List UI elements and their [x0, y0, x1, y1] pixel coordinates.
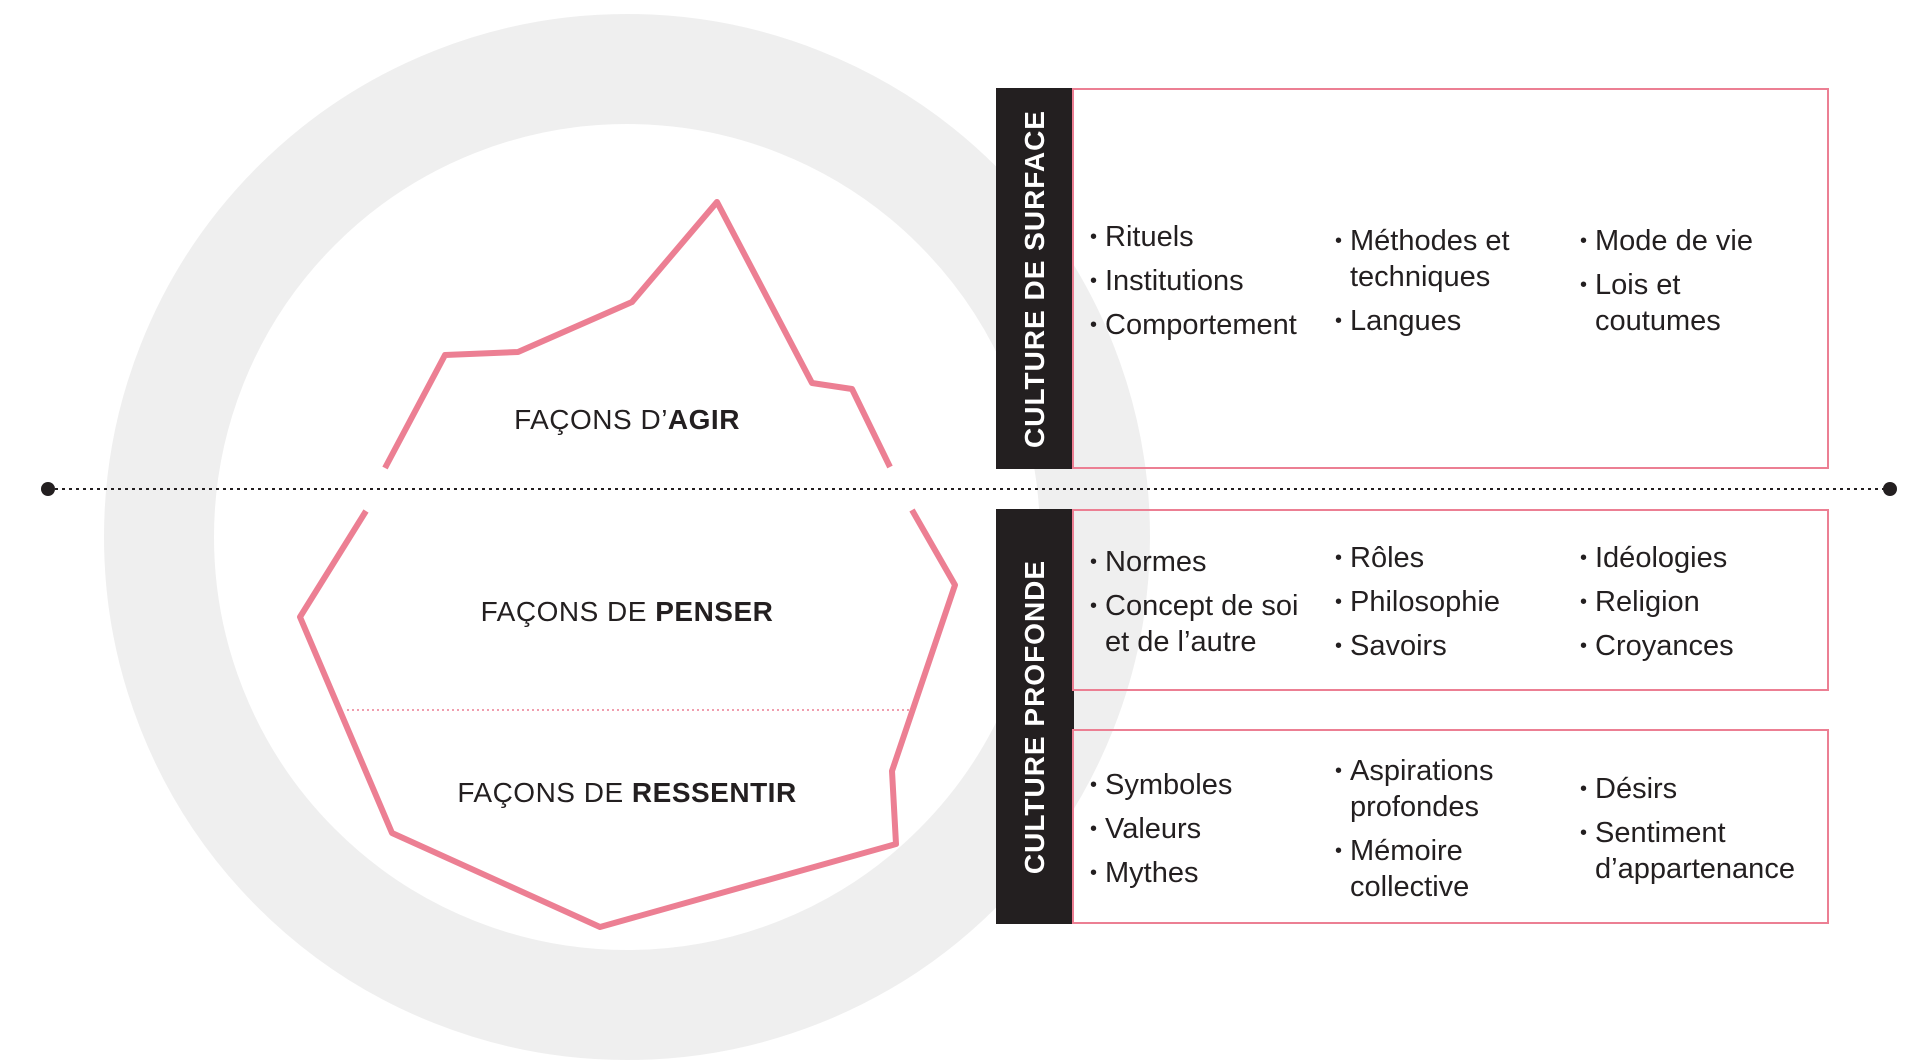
- label-facons-ressentir: FAÇONS DE RESSENTIR: [277, 777, 977, 809]
- iceberg-body-outline: [297, 508, 958, 930]
- iceberg-tip-outline: [382, 199, 893, 470]
- list-item: Rituels: [1090, 219, 1322, 255]
- label-facons-penser: FAÇONS DE PENSER: [277, 596, 977, 628]
- surface-band-label: CULTURE DE SURFACE: [1019, 109, 1050, 448]
- list-item: Méthodes et techniques: [1335, 223, 1545, 295]
- list-item: Savoirs: [1335, 628, 1545, 664]
- list-item: Aspirations profondes: [1335, 753, 1545, 825]
- profonde-bottom-box: [1072, 729, 1829, 924]
- profonde-band-label: CULTURE PROFONDE: [1019, 559, 1050, 874]
- profonde-top-box: [1072, 509, 1829, 691]
- list-item: Langues: [1335, 303, 1545, 339]
- profonde-band: CULTURE PROFONDE: [996, 509, 1074, 924]
- profonde-bottom-col-1: Symboles Valeurs Mythes: [1090, 767, 1322, 899]
- surface-box: [1072, 88, 1829, 469]
- background-ring: [104, 14, 1150, 1060]
- list-item: Religion: [1580, 584, 1810, 620]
- list-item: Philosophie: [1335, 584, 1545, 620]
- list-item: Comportement: [1090, 307, 1322, 343]
- profonde-bottom-col-3: Désirs Sentiment d’appartenance: [1580, 771, 1815, 895]
- profonde-bottom-col-2: Aspirations profondes Mémoire collective: [1335, 753, 1545, 913]
- list-item: Idéologies: [1580, 540, 1810, 576]
- list-item: Symboles: [1090, 767, 1322, 803]
- label-facons-agir: FAÇONS D’AGIR: [277, 404, 977, 436]
- profonde-top-col-3: Idéologies Religion Croyances: [1580, 540, 1810, 672]
- list-item: Institutions: [1090, 263, 1322, 299]
- list-item: Rôles: [1335, 540, 1545, 576]
- label-ressentir-bold: RESSENTIR: [631, 777, 797, 808]
- list-item: Valeurs: [1090, 811, 1322, 847]
- label-agir-prefix: FAÇONS D’: [514, 404, 668, 435]
- waterline-left-dot: [41, 482, 55, 496]
- surface-band: CULTURE DE SURFACE: [996, 88, 1074, 469]
- list-item: Concept de soi et de l’autre: [1090, 588, 1322, 660]
- list-item: Croyances: [1580, 628, 1810, 664]
- list-item: Mode de vie: [1580, 223, 1810, 259]
- list-item: Sentiment d’appartenance: [1580, 815, 1815, 887]
- label-ressentir-prefix: FAÇONS DE: [457, 777, 632, 808]
- profonde-top-col-1: Normes Concept de soi et de l’autre: [1090, 544, 1322, 668]
- list-item: Normes: [1090, 544, 1322, 580]
- label-agir-bold: AGIR: [667, 404, 740, 435]
- list-item: Désirs: [1580, 771, 1815, 807]
- label-penser-bold: PENSER: [655, 596, 774, 627]
- surface-col-3: Mode de vie Lois et coutumes: [1580, 223, 1810, 347]
- profonde-top-col-2: Rôles Philosophie Savoirs: [1335, 540, 1545, 672]
- surface-col-2: Méthodes et techniques Langues: [1335, 223, 1545, 347]
- waterline-right-dot: [1883, 482, 1897, 496]
- list-item: Lois et coutumes: [1580, 267, 1810, 339]
- label-penser-prefix: FAÇONS DE: [480, 596, 656, 627]
- list-item: Mythes: [1090, 855, 1322, 891]
- list-item: Mémoire collective: [1335, 833, 1545, 905]
- surface-col-1: Rituels Institutions Comportement: [1090, 219, 1322, 351]
